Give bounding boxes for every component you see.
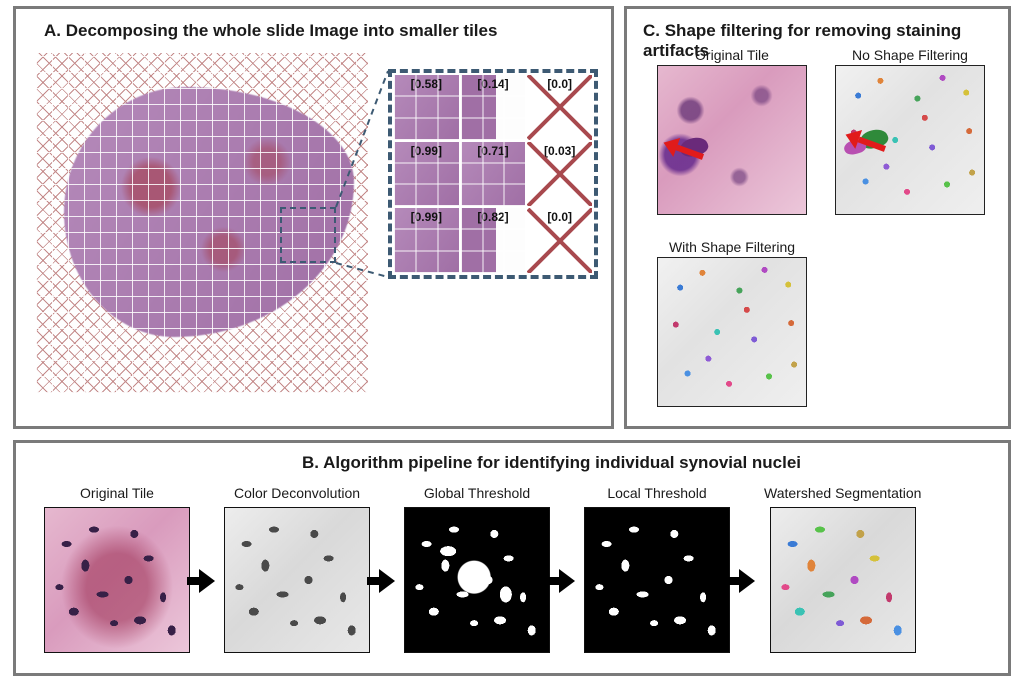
no-shape-filtering-tile [835, 65, 985, 215]
tile-cell: [0.58] [394, 75, 459, 140]
pipeline-stage: Local Threshold [584, 485, 730, 653]
tile-value: [0.0] [547, 210, 572, 224]
pipeline-stage: Global Threshold [404, 485, 550, 653]
tile-cell-rejected: [0.0] [527, 75, 592, 140]
pipeline-arrow-icon [550, 569, 584, 593]
pipeline: Original Tile Color Deconvolution Global… [44, 485, 921, 653]
panel-c: C. Shape filtering for removing staining… [624, 6, 1011, 429]
tile-label-nofilter: No Shape Filtering [835, 47, 985, 63]
original-tile [657, 65, 807, 215]
pipeline-arrow-icon [370, 569, 404, 593]
stage-label: Global Threshold [424, 485, 530, 501]
pipeline-stage: Color Deconvolution [224, 485, 370, 653]
tile-value: [0.0] [547, 77, 572, 91]
pipeline-stage: Watershed Segmentation [764, 485, 921, 653]
tile-cell-rejected: [0.03] [527, 142, 592, 207]
panel-b-title: B. Algorithm pipeline for identifying in… [302, 453, 801, 473]
stage-label: Local Threshold [607, 485, 706, 501]
stage-tile-deconvolution [224, 507, 370, 653]
stage-tile-watershed [770, 507, 916, 653]
zoom-source-box [280, 207, 336, 263]
tile-label-withfilter: With Shape Filtering [657, 239, 807, 255]
tile-value: [0.03] [544, 144, 575, 158]
stage-label: Watershed Segmentation [764, 485, 921, 501]
stage-label: Original Tile [80, 485, 154, 501]
panel-b: B. Algorithm pipeline for identifying in… [13, 440, 1011, 676]
with-shape-filtering-tile [657, 257, 807, 407]
tile-cell: [0.71] [461, 142, 526, 207]
segmented-nuclei-dots [658, 258, 806, 406]
tile-cell: [0.14] [461, 75, 526, 140]
stage-label: Color Deconvolution [234, 485, 360, 501]
stage-tile-global-threshold [404, 507, 550, 653]
tile-label-original: Original Tile [657, 47, 807, 63]
zoom-target-grid: [0.58] [0.14] [0.0] [0.99] [0.71] [0.03]… [388, 69, 598, 279]
pipeline-arrow-icon [730, 569, 764, 593]
tile-cell: [0.99] [394, 142, 459, 207]
stage-tile-original [44, 507, 190, 653]
tile-cell-rejected: [0.0] [527, 208, 592, 273]
tile-cell: [0.99] [394, 208, 459, 273]
whole-slide-image [36, 53, 368, 393]
panel-a-title: A. Decomposing the whole slide Image int… [44, 21, 497, 41]
stage-tile-local-threshold [584, 507, 730, 653]
panel-a: A. Decomposing the whole slide Image int… [13, 6, 614, 429]
tile-cell: [0.82] [461, 208, 526, 273]
pipeline-stage: Original Tile [44, 485, 190, 653]
pipeline-arrow-icon [190, 569, 224, 593]
staining-artifact [678, 134, 710, 160]
